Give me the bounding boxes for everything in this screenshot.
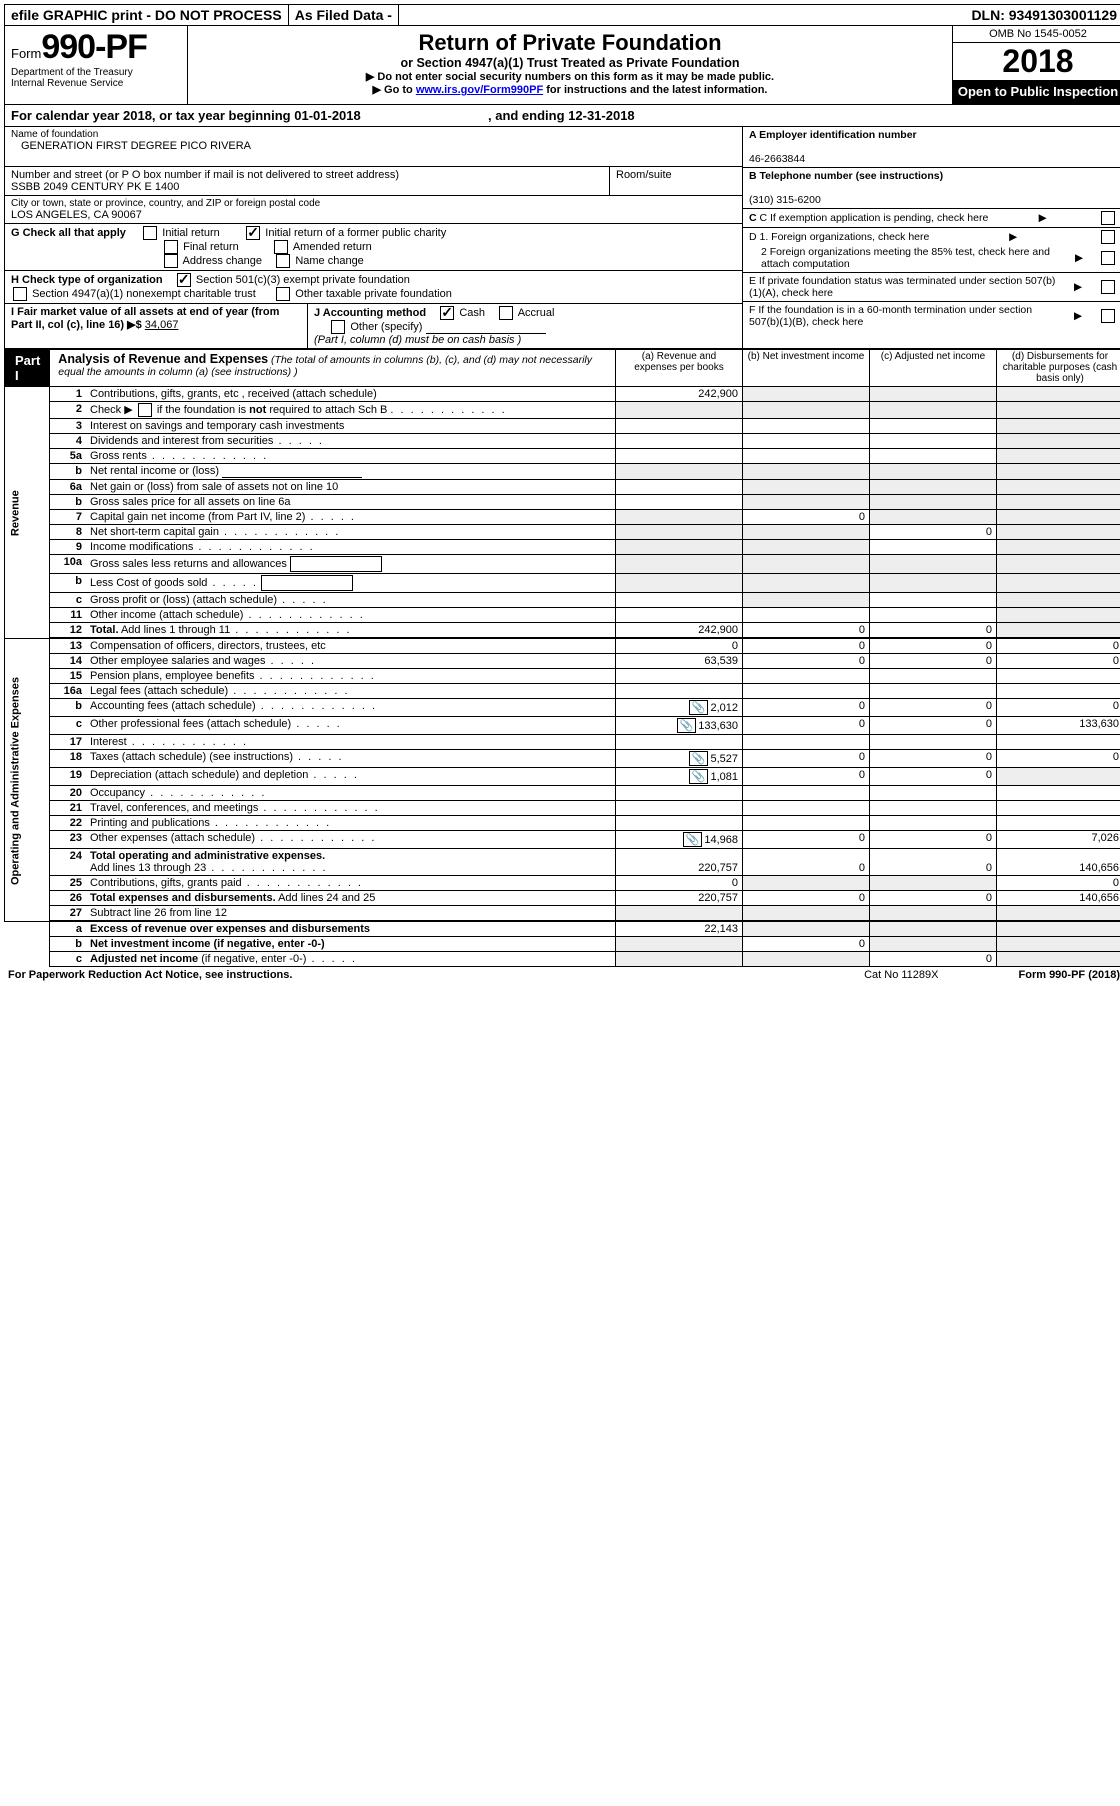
row-1: Revenue 1 Contributions, gifts, grants, … [5, 387, 1120, 402]
form-title-block: Return of Private Foundation or Section … [188, 26, 952, 104]
row-3: 3Interest on savings and temporary cash … [5, 419, 1120, 434]
part1-tag: Part I [5, 350, 50, 386]
row-6b: bGross sales price for all assets on lin… [5, 495, 1120, 510]
row-8: 8Net short-term capital gain0 [5, 525, 1120, 540]
status-terminated-checkbox[interactable] [1101, 280, 1115, 294]
initial-return-checkbox[interactable] [143, 226, 157, 240]
exemption-pending-checkbox[interactable] [1101, 211, 1115, 225]
street-row: Number and street (or P O box number if … [5, 167, 742, 196]
4947a1-checkbox[interactable] [13, 287, 27, 301]
row-26: 26Total expenses and disbursements. Add … [5, 891, 1120, 906]
row-10b: bLess Cost of goods sold [5, 574, 1120, 593]
final-return-checkbox[interactable] [164, 240, 178, 254]
attach-icon[interactable]: 📎 [677, 718, 697, 733]
efile-notice: efile GRAPHIC print - DO NOT PROCESS [5, 5, 289, 25]
row-11: 11Other income (attach schedule) [5, 608, 1120, 623]
row-10c: cGross profit or (loss) (attach schedule… [5, 593, 1120, 608]
form-id-block: Form990-PF Department of the Treasury In… [5, 26, 188, 104]
instructions-link[interactable]: www.irs.gov/Form990PF [416, 84, 543, 96]
omb-number: OMB No 1545-0052 [953, 26, 1120, 43]
row-25: 25Contributions, gifts, grants paid00 [5, 876, 1120, 891]
section-ij: I Fair market value of all assets at end… [5, 304, 742, 348]
top-bar: efile GRAPHIC print - DO NOT PROCESS As … [4, 4, 1120, 26]
foreign-org-checkbox[interactable] [1101, 230, 1115, 244]
amended-return-checkbox[interactable] [274, 240, 288, 254]
form-header: Form990-PF Department of the Treasury In… [4, 26, 1120, 105]
60month-checkbox[interactable] [1101, 309, 1115, 323]
row-27b: bNet investment income (if negative, ent… [5, 937, 1120, 952]
page-footer: For Paperwork Reduction Act Notice, see … [4, 967, 1120, 983]
row-15: 15Pension plans, employee benefits [5, 669, 1120, 684]
row-21: 21Travel, conferences, and meetings [5, 801, 1120, 816]
foreign-85-checkbox[interactable] [1101, 251, 1115, 265]
initial-former-checkbox[interactable] [246, 226, 260, 240]
row-23: 23Other expenses (attach schedule)📎14,96… [5, 831, 1120, 849]
city-cell: City or town, state or province, country… [5, 196, 742, 224]
foundation-name-cell: Name of foundation GENERATION FIRST DEGR… [5, 127, 742, 167]
attach-icon[interactable]: 📎 [689, 700, 709, 715]
schb-checkbox[interactable] [138, 403, 152, 417]
row-6a: 6aNet gain or (loss) from sale of assets… [5, 480, 1120, 495]
row-19: 19Depreciation (attach schedule) and dep… [5, 768, 1120, 786]
col-d-header: (d) Disbursements for charitable purpose… [997, 350, 1120, 387]
phone-cell: B Telephone number (see instructions) (3… [743, 168, 1120, 209]
attach-icon[interactable]: 📎 [683, 832, 703, 847]
row-7: 7Capital gain net income (from Part IV, … [5, 510, 1120, 525]
form-number: 990-PF [41, 28, 147, 66]
entity-block: Name of foundation GENERATION FIRST DEGR… [4, 127, 1120, 349]
tax-year: 2018 [953, 43, 1120, 81]
accrual-checkbox[interactable] [499, 306, 513, 320]
row-14: 14Other employee salaries and wages63,53… [5, 654, 1120, 669]
section-d: D 1. Foreign organizations, check here▶ … [743, 228, 1120, 273]
attach-icon[interactable]: 📎 [689, 751, 709, 766]
address-change-checkbox[interactable] [164, 254, 178, 268]
row-9: 9Income modifications [5, 540, 1120, 555]
row-5b: bNet rental income or (loss) [5, 464, 1120, 480]
col-b-header: (b) Net investment income [743, 350, 870, 387]
col-c-header: (c) Adjusted net income [870, 350, 997, 387]
part1-table: Part I Analysis of Revenue and Expenses … [4, 349, 1120, 967]
section-e: E If private foundation status was termi… [743, 273, 1120, 302]
row-4: 4Dividends and interest from securities [5, 434, 1120, 449]
open-to-public: Open to Public Inspection [953, 81, 1120, 104]
section-f: F If the foundation is in a 60-month ter… [743, 302, 1120, 330]
501c3-checkbox[interactable] [177, 273, 191, 287]
row-16a: 16aLegal fees (attach schedule) [5, 684, 1120, 699]
row-27a: aExcess of revenue over expenses and dis… [5, 922, 1120, 937]
section-c: C C If exemption application is pending,… [743, 209, 1120, 228]
cash-checkbox[interactable] [440, 306, 454, 320]
section-h: H Check type of organization Section 501… [5, 271, 742, 304]
row-5a: 5aGross rents [5, 449, 1120, 464]
row-16b: bAccounting fees (attach schedule)📎2,012… [5, 699, 1120, 717]
row-16c: cOther professional fees (attach schedul… [5, 717, 1120, 735]
row-22: 22Printing and publications [5, 816, 1120, 831]
ein-cell: A Employer identification number 46-2663… [743, 127, 1120, 168]
fmv-value: 34,067 [145, 319, 179, 331]
row-20: 20Occupancy [5, 786, 1120, 801]
row-17: 17Interest [5, 735, 1120, 750]
row-2: 2 Check ▶ if the foundation is not requi… [5, 402, 1120, 419]
row-12: 12Total. Add lines 1 through 11242,90000 [5, 623, 1120, 638]
as-filed: As Filed Data - [289, 5, 399, 25]
calendar-year-row: For calendar year 2018, or tax year begi… [4, 105, 1120, 127]
form-meta-block: OMB No 1545-0052 2018 Open to Public Ins… [952, 26, 1120, 104]
other-method-checkbox[interactable] [331, 320, 345, 334]
name-change-checkbox[interactable] [276, 254, 290, 268]
attach-icon[interactable]: 📎 [689, 769, 709, 784]
row-27c: cAdjusted net income (if negative, enter… [5, 952, 1120, 967]
row-27: 27Subtract line 26 from line 12 [5, 906, 1120, 921]
form-title: Return of Private Foundation [194, 30, 946, 56]
dln: DLN: 93491303001129 [965, 5, 1120, 25]
row-10a: 10aGross sales less returns and allowanc… [5, 555, 1120, 574]
col-a-header: (a) Revenue and expenses per books [616, 350, 743, 387]
section-g: G Check all that apply Initial return In… [5, 224, 742, 271]
row-24: 24Total operating and administrative exp… [5, 849, 1120, 876]
row-18: 18Taxes (attach schedule) (see instructi… [5, 750, 1120, 768]
other-taxable-checkbox[interactable] [276, 287, 290, 301]
row-13: Operating and Administrative Expenses 13… [5, 639, 1120, 654]
